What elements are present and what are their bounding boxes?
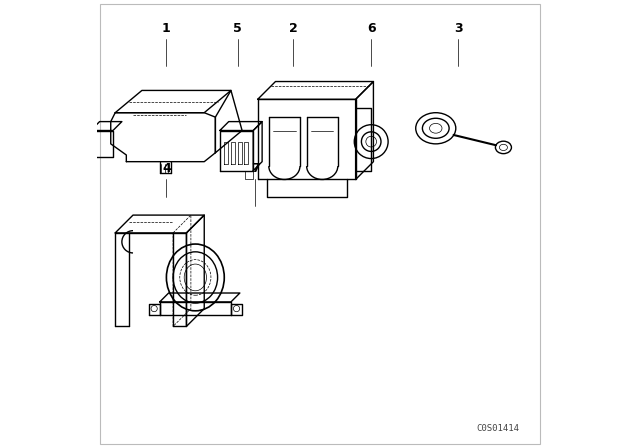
Text: 4: 4	[162, 162, 171, 175]
Text: 1: 1	[162, 22, 171, 34]
Text: 3: 3	[454, 22, 462, 34]
Text: 2: 2	[289, 22, 298, 34]
Text: 6: 6	[367, 22, 376, 34]
Text: 7: 7	[251, 162, 260, 175]
Text: 5: 5	[233, 22, 242, 34]
Text: C0S01414: C0S01414	[477, 424, 520, 433]
